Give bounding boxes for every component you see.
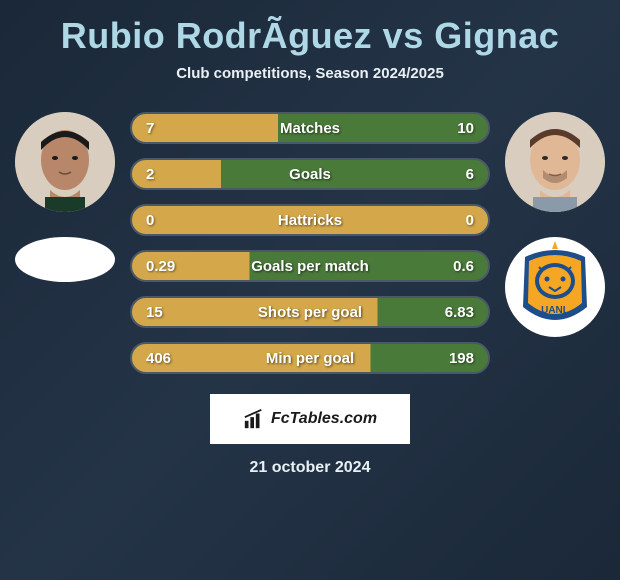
player-right-column: UANL xyxy=(505,112,605,337)
stats-column: 7 Matches 10 2 Goals 6 0 Hattricks 0 0.29 Goals pe… xyxy=(130,112,490,374)
svg-text:UANL: UANL xyxy=(541,305,569,316)
watermark: FcTables.com xyxy=(210,394,410,444)
player-right-photo xyxy=(505,112,605,212)
main-area: 7 Matches 10 2 Goals 6 0 Hattricks 0 0.29 Goals pe… xyxy=(10,112,610,374)
player-right-face-icon xyxy=(505,112,605,212)
team-left-logo xyxy=(15,237,115,282)
stat-value-right: 0 xyxy=(466,212,474,229)
stat-value-right: 0.6 xyxy=(453,258,474,275)
page-subtitle: Club competitions, Season 2024/2025 xyxy=(176,65,444,82)
stat-bar: 0 Hattricks 0 xyxy=(130,204,490,236)
stat-value-left: 7 xyxy=(146,120,154,137)
stat-value-right: 198 xyxy=(449,350,474,367)
stat-bar: 2 Goals 6 xyxy=(130,158,490,190)
stat-label: Hattricks xyxy=(278,212,342,229)
player-left-column xyxy=(15,112,115,282)
stat-value-right: 6.83 xyxy=(445,304,474,321)
stat-label: Goals xyxy=(289,166,331,183)
stat-value-left: 15 xyxy=(146,304,163,321)
stat-bar: 7 Matches 10 xyxy=(130,112,490,144)
stat-value-left: 0 xyxy=(146,212,154,229)
comparison-card: Rubio RodrÃ­guez vs Gignac Club competit… xyxy=(0,0,620,492)
page-title: Rubio RodrÃ­guez vs Gignac xyxy=(61,15,560,57)
stat-bar: 15 Shots per goal 6.83 xyxy=(130,296,490,328)
stat-value-right: 10 xyxy=(457,120,474,137)
stat-label: Shots per goal xyxy=(258,304,362,321)
team-right-logo: UANL xyxy=(505,237,605,337)
watermark-text: FcTables.com xyxy=(271,410,377,428)
stat-value-left: 2 xyxy=(146,166,154,183)
tigres-logo-icon: UANL xyxy=(505,237,605,337)
stat-bar: 0.29 Goals per match 0.6 xyxy=(130,250,490,282)
player-left-face-icon xyxy=(15,112,115,212)
player-left-photo xyxy=(15,112,115,212)
stat-label: Goals per match xyxy=(251,258,369,275)
stat-label: Matches xyxy=(280,120,340,137)
stat-label: Min per goal xyxy=(266,350,354,367)
footer-date: 21 october 2024 xyxy=(250,459,371,477)
chart-icon xyxy=(243,408,265,430)
stat-value-right: 6 xyxy=(466,166,474,183)
stat-bar: 406 Min per goal 198 xyxy=(130,342,490,374)
stat-value-left: 406 xyxy=(146,350,171,367)
stat-value-left: 0.29 xyxy=(146,258,175,275)
